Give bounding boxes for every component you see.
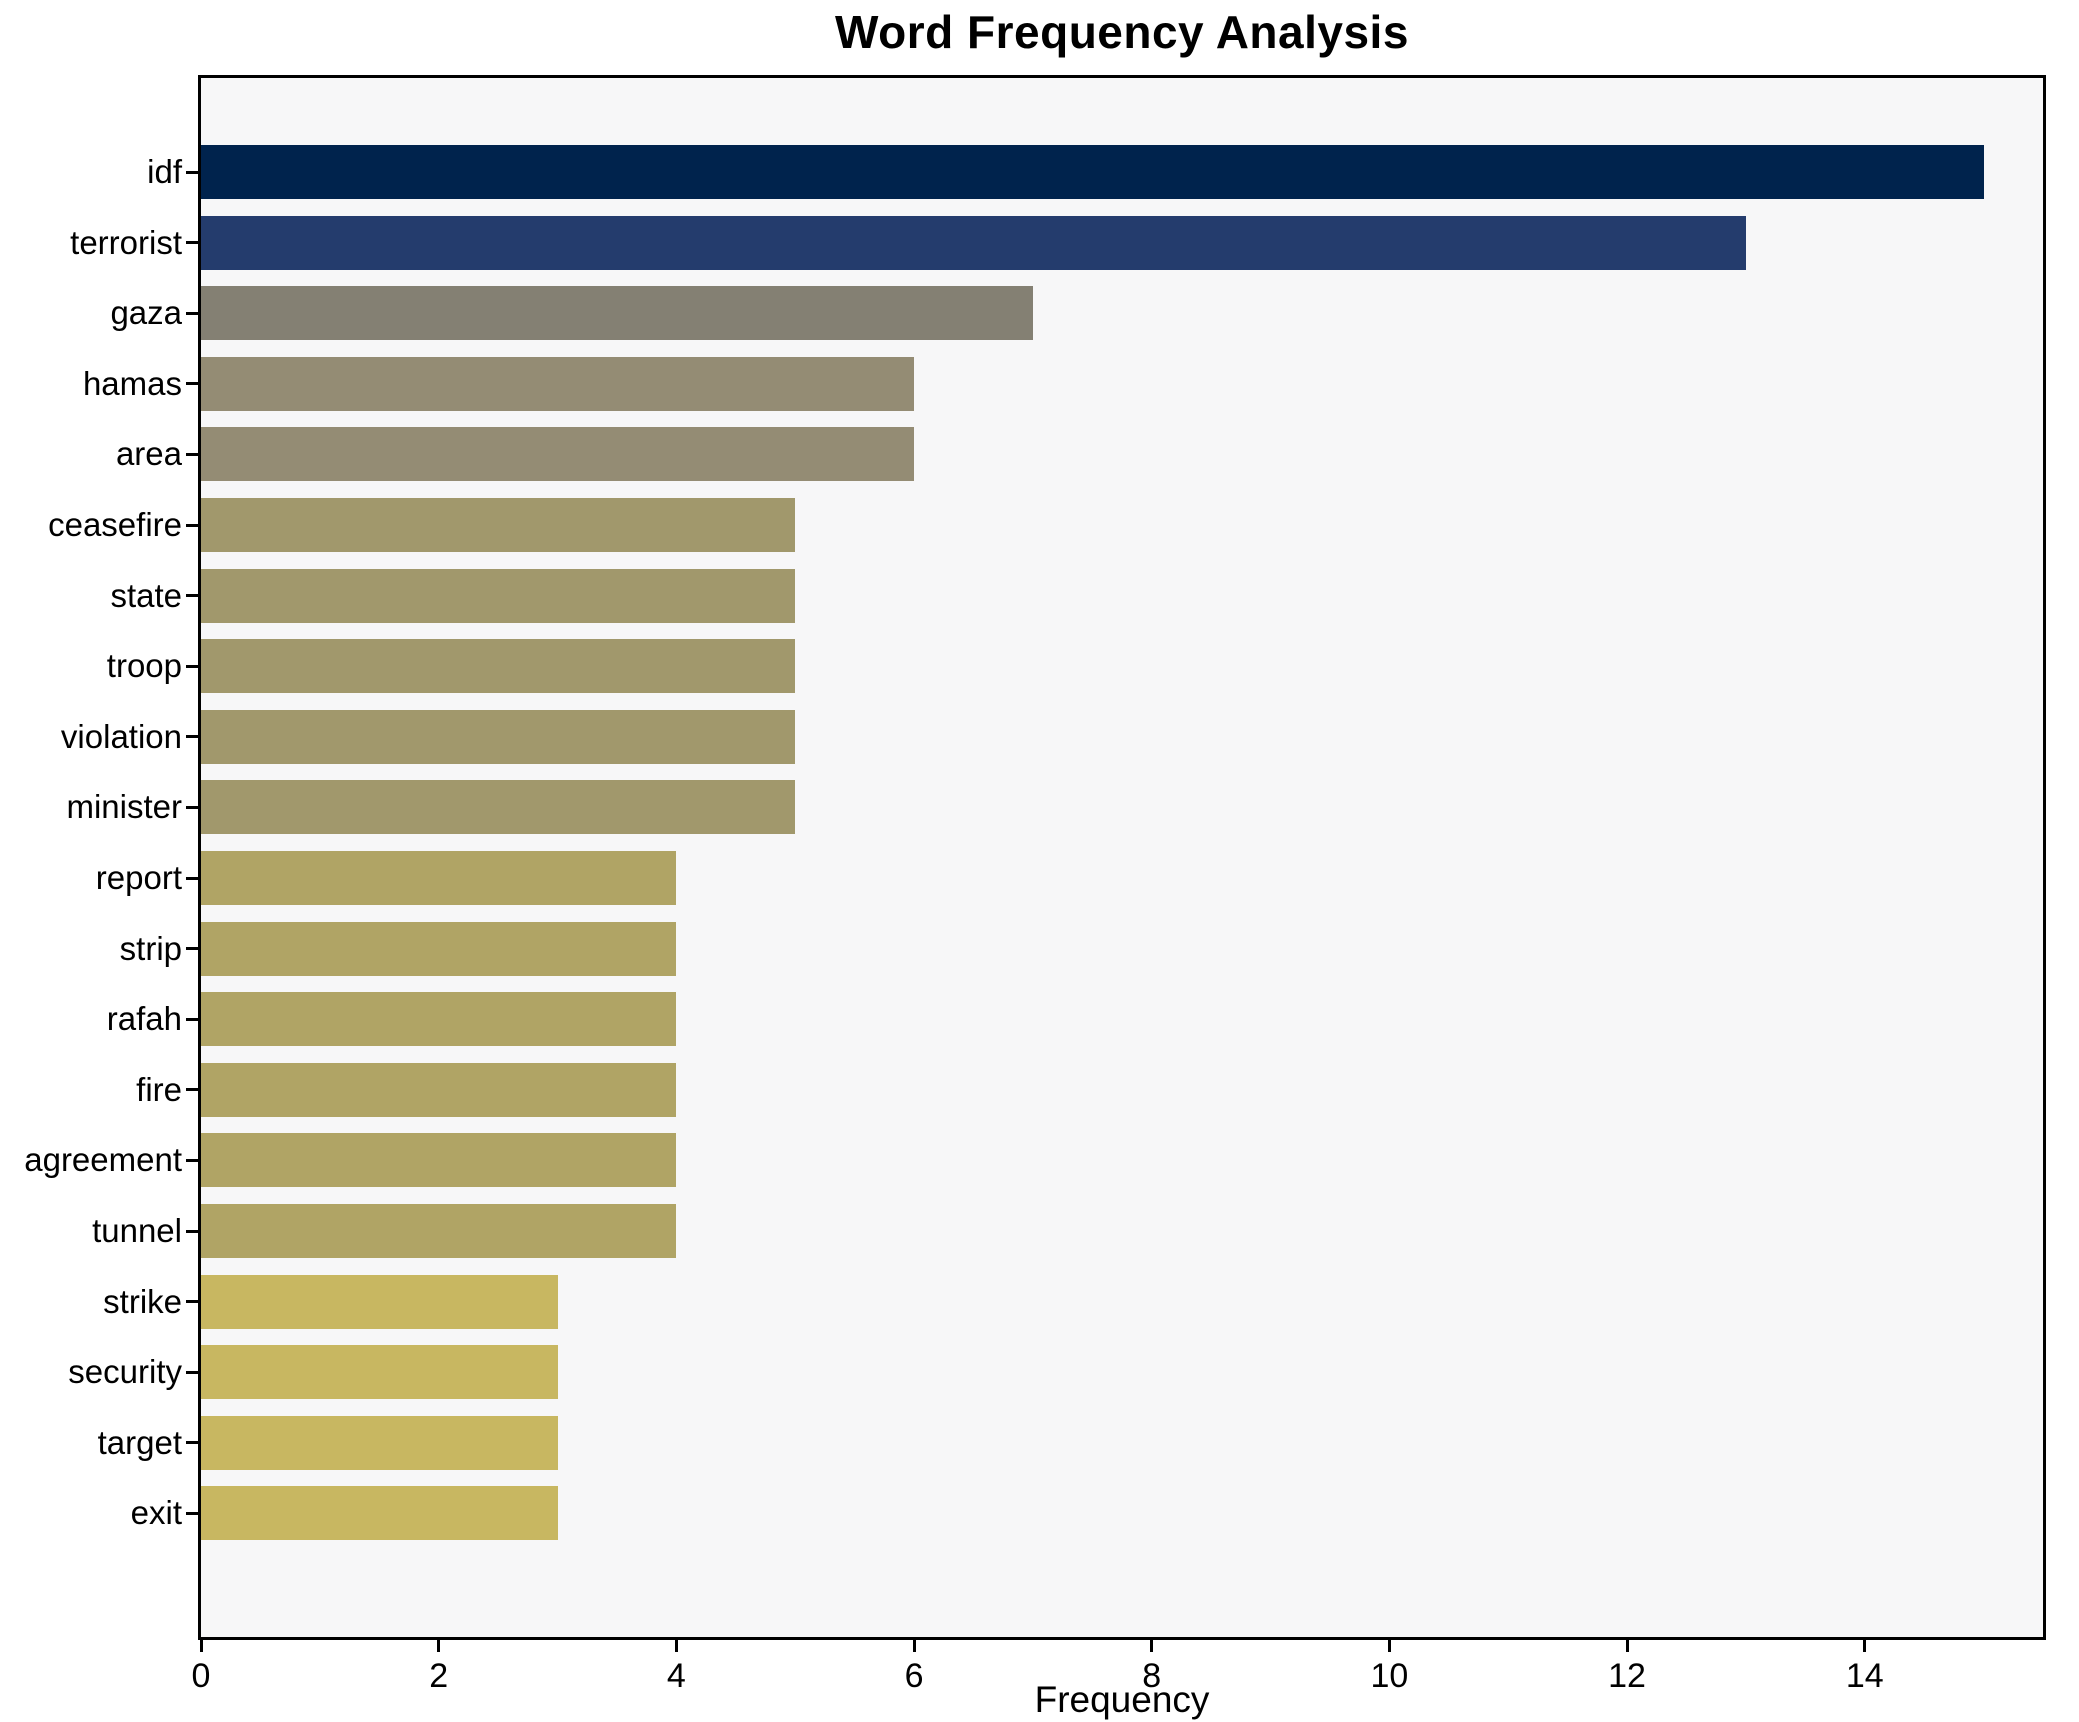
- y-tick-label-strip: strip: [119, 929, 182, 967]
- y-tick-mark: [186, 1511, 198, 1515]
- y-tick-mark: [186, 523, 198, 527]
- y-tick-label-exit: exit: [130, 1494, 182, 1532]
- y-tick-label-ceasefire: ceasefire: [48, 506, 182, 543]
- x-tick-mark: [1625, 1640, 1629, 1652]
- bar-idf: [201, 145, 1984, 199]
- bar-strike: [201, 1274, 558, 1329]
- x-tick-label-4: 4: [666, 1657, 686, 1695]
- y-tick-label-area: area: [115, 435, 182, 473]
- bar-minister: [201, 780, 796, 835]
- x-tick-label-10: 10: [1370, 1657, 1409, 1695]
- y-tick-label-terrorist: terrorist: [70, 223, 182, 261]
- y-tick-mark: [186, 1441, 198, 1445]
- y-tick-mark: [186, 1370, 198, 1374]
- y-tick-label-troop: troop: [106, 647, 182, 685]
- y-tick-label-state: state: [110, 576, 182, 614]
- bar-terrorist: [201, 215, 1746, 270]
- y-tick-label-strike: strike: [103, 1282, 182, 1320]
- y-tick-mark: [186, 594, 198, 598]
- y-tick-mark: [186, 1017, 198, 1021]
- chart-title: Word Frequency Analysis: [835, 6, 1409, 58]
- y-tick-mark: [186, 1229, 198, 1233]
- bar-security: [201, 1345, 558, 1400]
- bar-target: [201, 1415, 558, 1470]
- y-tick-mark: [186, 452, 198, 456]
- x-tick-mark: [674, 1640, 678, 1652]
- y-tick-mark: [186, 876, 198, 880]
- x-tick-mark: [1150, 1640, 1154, 1652]
- y-tick-label-security: security: [68, 1353, 182, 1391]
- bar-exit: [201, 1486, 558, 1541]
- y-tick-mark: [186, 241, 198, 245]
- y-tick-label-hamas: hamas: [82, 364, 182, 402]
- y-tick-mark: [186, 311, 198, 315]
- bar-violation: [201, 709, 796, 764]
- x-tick-label-12: 12: [1608, 1657, 1646, 1695]
- y-tick-label-minister: minister: [66, 788, 182, 826]
- bar-hamas: [201, 356, 915, 411]
- bar-tunnel: [201, 1204, 677, 1258]
- bar-ceasefire: [201, 498, 796, 552]
- y-tick-mark: [186, 664, 198, 668]
- bar-strip: [201, 921, 677, 976]
- y-tick-label-gaza: gaza: [110, 294, 182, 332]
- x-axis-label: Frequency: [1034, 1679, 1210, 1720]
- bar-state: [201, 568, 796, 623]
- y-tick-label-agreement: agreement: [24, 1141, 182, 1179]
- y-tick-mark: [186, 947, 198, 951]
- y-tick-label-rafah: rafah: [106, 1000, 182, 1038]
- y-tick-mark: [186, 805, 198, 809]
- y-tick-label-report: report: [95, 859, 182, 896]
- y-tick-label-idf: idf: [147, 153, 182, 190]
- bar-troop: [201, 639, 796, 694]
- x-tick-label-8: 8: [1142, 1657, 1162, 1695]
- y-tick-label-violation: violation: [60, 717, 182, 755]
- x-tick-label-2: 2: [429, 1657, 449, 1695]
- y-tick-label-fire: fire: [136, 1070, 182, 1108]
- x-tick-label-14: 14: [1845, 1657, 1884, 1695]
- y-tick-mark: [186, 735, 198, 739]
- y-tick-label-target: target: [97, 1423, 182, 1461]
- y-tick-mark: [186, 1300, 198, 1304]
- y-tick-mark: [186, 382, 198, 386]
- y-tick-label-tunnel: tunnel: [92, 1212, 182, 1249]
- plot-area: [198, 75, 2046, 1640]
- y-tick-mark: [186, 1158, 198, 1162]
- bar-fire: [201, 1062, 677, 1117]
- x-tick-mark: [437, 1640, 441, 1652]
- bar-area: [201, 427, 915, 482]
- y-tick-mark: [186, 1088, 198, 1092]
- x-tick-label-6: 6: [904, 1657, 924, 1695]
- x-tick-label-0: 0: [191, 1657, 211, 1695]
- bar-report: [201, 851, 677, 905]
- y-tick-mark: [186, 170, 198, 174]
- x-tick-mark: [1863, 1640, 1867, 1652]
- x-tick-mark: [199, 1640, 203, 1652]
- bar-rafah: [201, 992, 677, 1047]
- x-tick-mark: [1387, 1640, 1391, 1652]
- bar-gaza: [201, 286, 1033, 341]
- x-tick-mark: [912, 1640, 916, 1652]
- bar-agreement: [201, 1133, 677, 1188]
